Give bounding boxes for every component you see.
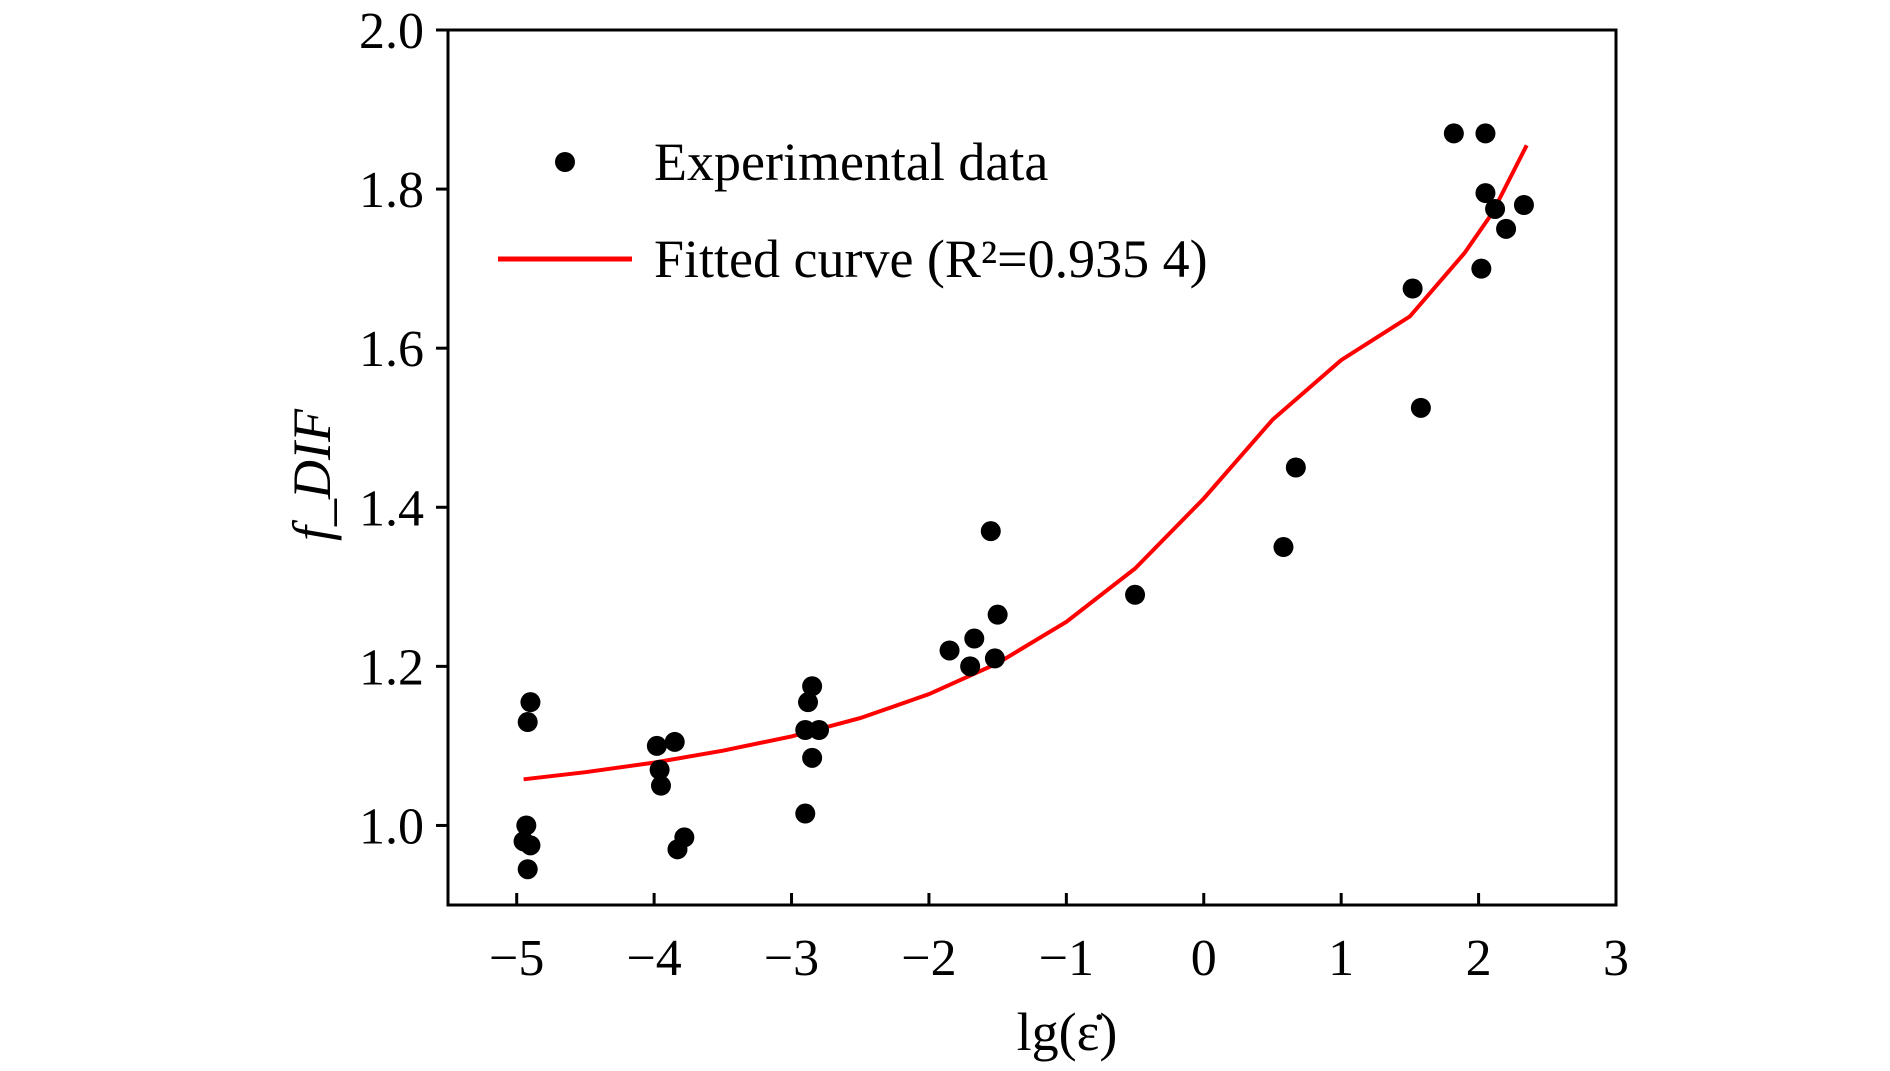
x-tick-label: 1 [1328,930,1354,987]
y-tick-label: 1.8 [359,162,424,219]
x-tick-label: −1 [1039,930,1094,987]
x-tick-label: 2 [1466,930,1492,987]
x-tick-label: 0 [1191,930,1217,987]
legend-label-fitted: Fitted curve (R²=0.935 4) [654,229,1208,289]
fitted-curve [523,144,1529,782]
y-tick-label: 1.6 [359,321,424,378]
data-point [964,628,985,649]
plot-frame [446,28,1618,907]
data-point [520,692,541,713]
data-point [517,712,538,733]
data-point [987,604,1008,625]
data-point [1475,123,1496,144]
data-point [1485,198,1506,219]
data-point [517,859,538,880]
y-tick-label: 2.0 [359,3,424,60]
y-tick-label: 1.2 [359,639,424,696]
legend: Experimental data Fitted curve (R²=0.935… [498,132,1208,289]
data-points-layer [513,123,1534,880]
x-tick-label: −5 [489,930,544,987]
data-point [1273,537,1294,558]
data-point [516,815,537,836]
data-point [984,648,1005,669]
data-point [795,803,816,824]
x-axis-label: lg(ε̇) [1017,1002,1118,1062]
data-point [1513,195,1534,215]
data-point [795,720,816,740]
data-point [960,656,981,677]
data-point [1285,457,1306,478]
y-tick-label: 1.0 [359,798,424,855]
data-point [809,720,830,740]
y-axis-label: f_DIF [282,408,342,541]
data-point [664,731,685,752]
data-point [1496,218,1517,239]
x-tick-label: 3 [1603,930,1629,987]
data-point [667,839,688,860]
x-tick-label: −4 [626,930,681,987]
x-tick-label: −2 [901,930,956,987]
data-point [1125,584,1146,605]
data-point [802,676,823,697]
data-point [1410,397,1431,418]
data-point [1471,258,1492,279]
fitted-curve-layer [523,144,1529,782]
data-point [649,759,670,780]
data-point [520,835,541,856]
data-point [939,640,960,661]
data-point [1402,278,1423,299]
data-point [1475,183,1496,204]
data-point [1443,123,1464,144]
legend-label-experimental: Experimental data [654,132,1048,192]
legend-marker-experimental [555,152,575,172]
data-point [650,775,671,796]
data-point [646,735,667,756]
data-point [798,692,819,713]
data-point [802,747,823,768]
data-point [980,521,1001,542]
y-axis-ticks: 1.0 1.2 1.4 1.6 1.8 2.0 [359,3,448,855]
x-tick-label: −3 [764,930,819,987]
x-axis-ticks: −5 −4 −3 −2 −1 0 1 2 3 [489,893,1629,987]
y-tick-label: 1.4 [359,480,424,537]
